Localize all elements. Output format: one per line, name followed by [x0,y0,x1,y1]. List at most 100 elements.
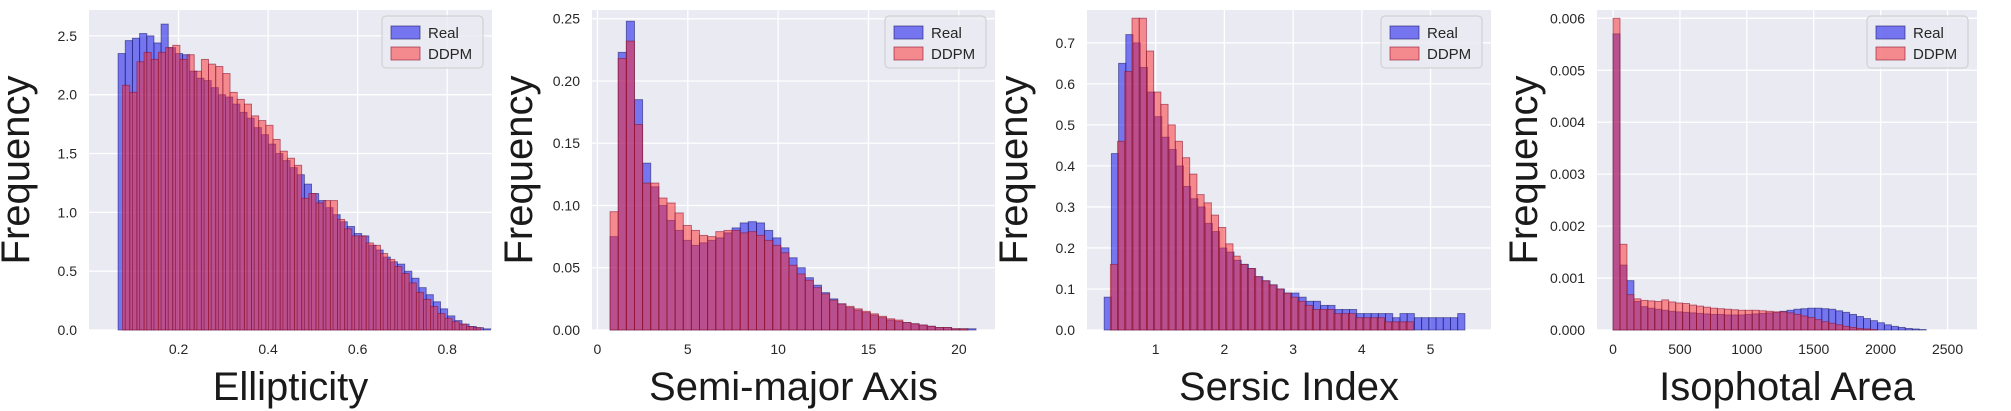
histogram-bar-ddpm [1619,243,1628,331]
x-axis-label: Semi-major Axis [649,365,938,409]
x-axis-label: Sersic Index [1179,365,1399,409]
histogram-bar-real [1450,317,1459,331]
histogram-bar-ddpm [415,291,424,331]
histogram-bar-ddpm [804,279,814,331]
histogram-bar-ddpm [1153,91,1162,331]
histogram-bar-ddpm [1326,309,1335,331]
histogram-bar-ddpm [122,84,131,331]
histogram-bar-ddpm [1182,157,1191,331]
histogram-bar-ddpm [658,197,668,331]
histogram-bar-ddpm [272,138,281,331]
histogram-bar-ddpm [1290,296,1299,331]
histogram-bar-ddpm [1737,309,1746,331]
histogram-bar-ddpm [943,327,953,331]
legend-label-real: Real [931,25,962,42]
histogram-bar-ddpm [1828,322,1837,331]
histogram-bar-ddpm [329,200,338,331]
histogram-bar-ddpm [1160,103,1169,331]
histogram-bar-ddpm [387,258,396,331]
histogram-bar-ddpm [650,182,660,331]
histogram-bar-real [1421,317,1430,331]
histogram-bar-ddpm [609,211,619,331]
series-ddpm [1612,17,1878,331]
histogram-bar-ddpm [829,299,839,331]
histogram-bar-ddpm [1654,300,1663,331]
histogram-bar-ddpm [1744,309,1753,331]
histogram-bar-ddpm [1362,317,1371,331]
subplot-2: 0.00 0.05 0.10 0.15 0.20 0.25 0 5 10 15 20 Semi-maj… [497,10,995,409]
histogram-bar-ddpm [1821,321,1830,331]
histogram-bar-ddpm [200,58,210,331]
histogram-bar-ddpm [1384,321,1393,331]
histogram-bar-ddpm [1800,315,1809,331]
histogram-bar-ddpm [1772,311,1781,331]
legend-label-ddpm: DDPM [1427,46,1471,63]
histogram-bar-ddpm [1109,263,1119,331]
legend-label-ddpm: DDPM [428,46,472,63]
histogram-bar-ddpm [1870,329,1878,331]
histogram-bar-ddpm [1174,140,1183,331]
y-tick-label: 0.004 [1550,114,1585,130]
histogram-bar-ddpm [845,305,855,331]
histogram-bar-ddpm [918,324,928,331]
x-tick-label: 5 [1427,341,1435,357]
histogram-bar-ddpm [1856,327,1864,331]
histogram-bar-ddpm [772,244,782,331]
histogram-bar-ddpm [186,54,195,331]
x-axis-label: Isophotal Area [1659,365,1915,409]
x-tick-label: 0.8 [437,341,457,357]
histogram-bar-ddpm [1793,313,1802,331]
series-ddpm [1109,17,1414,331]
histogram-bar-real [1863,318,1871,331]
histogram-bar-ddpm [1668,301,1677,331]
y-tick-label: 0.15 [553,135,580,151]
legend-swatch-ddpm [390,46,421,61]
histogram-bar-ddpm [179,58,188,331]
x-tick-label: 2500 [1932,341,1963,357]
histogram-bar-ddpm [1131,17,1140,331]
histogram-bar-real [1918,329,1927,331]
histogram-bar-ddpm [1261,280,1270,331]
histogram-bar-ddpm [1730,309,1739,331]
histogram-bar-ddpm [286,157,295,331]
histogram-bar-real [1883,324,1892,331]
histogram-bar-ddpm [869,313,879,331]
legend-swatch-ddpm [1875,46,1906,61]
histogram-bar-ddpm [451,321,460,331]
y-axis-label: Frequency [992,76,1036,265]
histogram-bar-ddpm [380,253,389,331]
histogram-bar-ddpm [1369,317,1378,331]
histogram-bar-ddpm [642,182,652,331]
histogram-bar-ddpm [1786,312,1795,331]
histogram-bar-real [1904,327,1913,331]
y-tick-label: 0.0 [1056,322,1076,338]
histogram-bar-ddpm [1268,284,1277,331]
histogram-bar-ddpm [796,273,806,331]
histogram-bar-ddpm [1340,313,1349,331]
histogram-bar-ddpm [322,200,331,331]
histogram-bar-ddpm [229,91,238,331]
x-tick-label: 2 [1221,341,1229,357]
histogram-bar-ddpm [394,266,403,331]
legend-swatch-real [893,25,924,40]
histogram-bar-ddpm [1612,17,1621,331]
histogram-bar-ddpm [301,197,310,331]
y-tick-label: 1.0 [58,204,78,220]
histogram-bar-ddpm [894,319,904,331]
histogram-bar-ddpm [617,58,627,331]
legend-swatch-real [1389,25,1420,40]
x-tick-label: 0 [594,341,602,357]
histogram-bar-ddpm [1633,298,1642,331]
y-tick-label: 0.25 [553,11,580,27]
legend: Real DDPM [1380,15,1483,69]
x-tick-label: 0.6 [348,341,368,357]
y-axis-label: Frequency [1502,76,1546,265]
series-ddpm [122,44,482,331]
histogram-bar-ddpm [902,322,912,331]
histogram-bar-real [1877,322,1885,331]
series-ddpm [609,40,969,331]
histogram-bar-ddpm [1218,226,1227,331]
histogram-bar-ddpm [1689,304,1697,331]
histogram-bar-ddpm [265,124,274,331]
histogram-bar-ddpm [1311,309,1321,331]
